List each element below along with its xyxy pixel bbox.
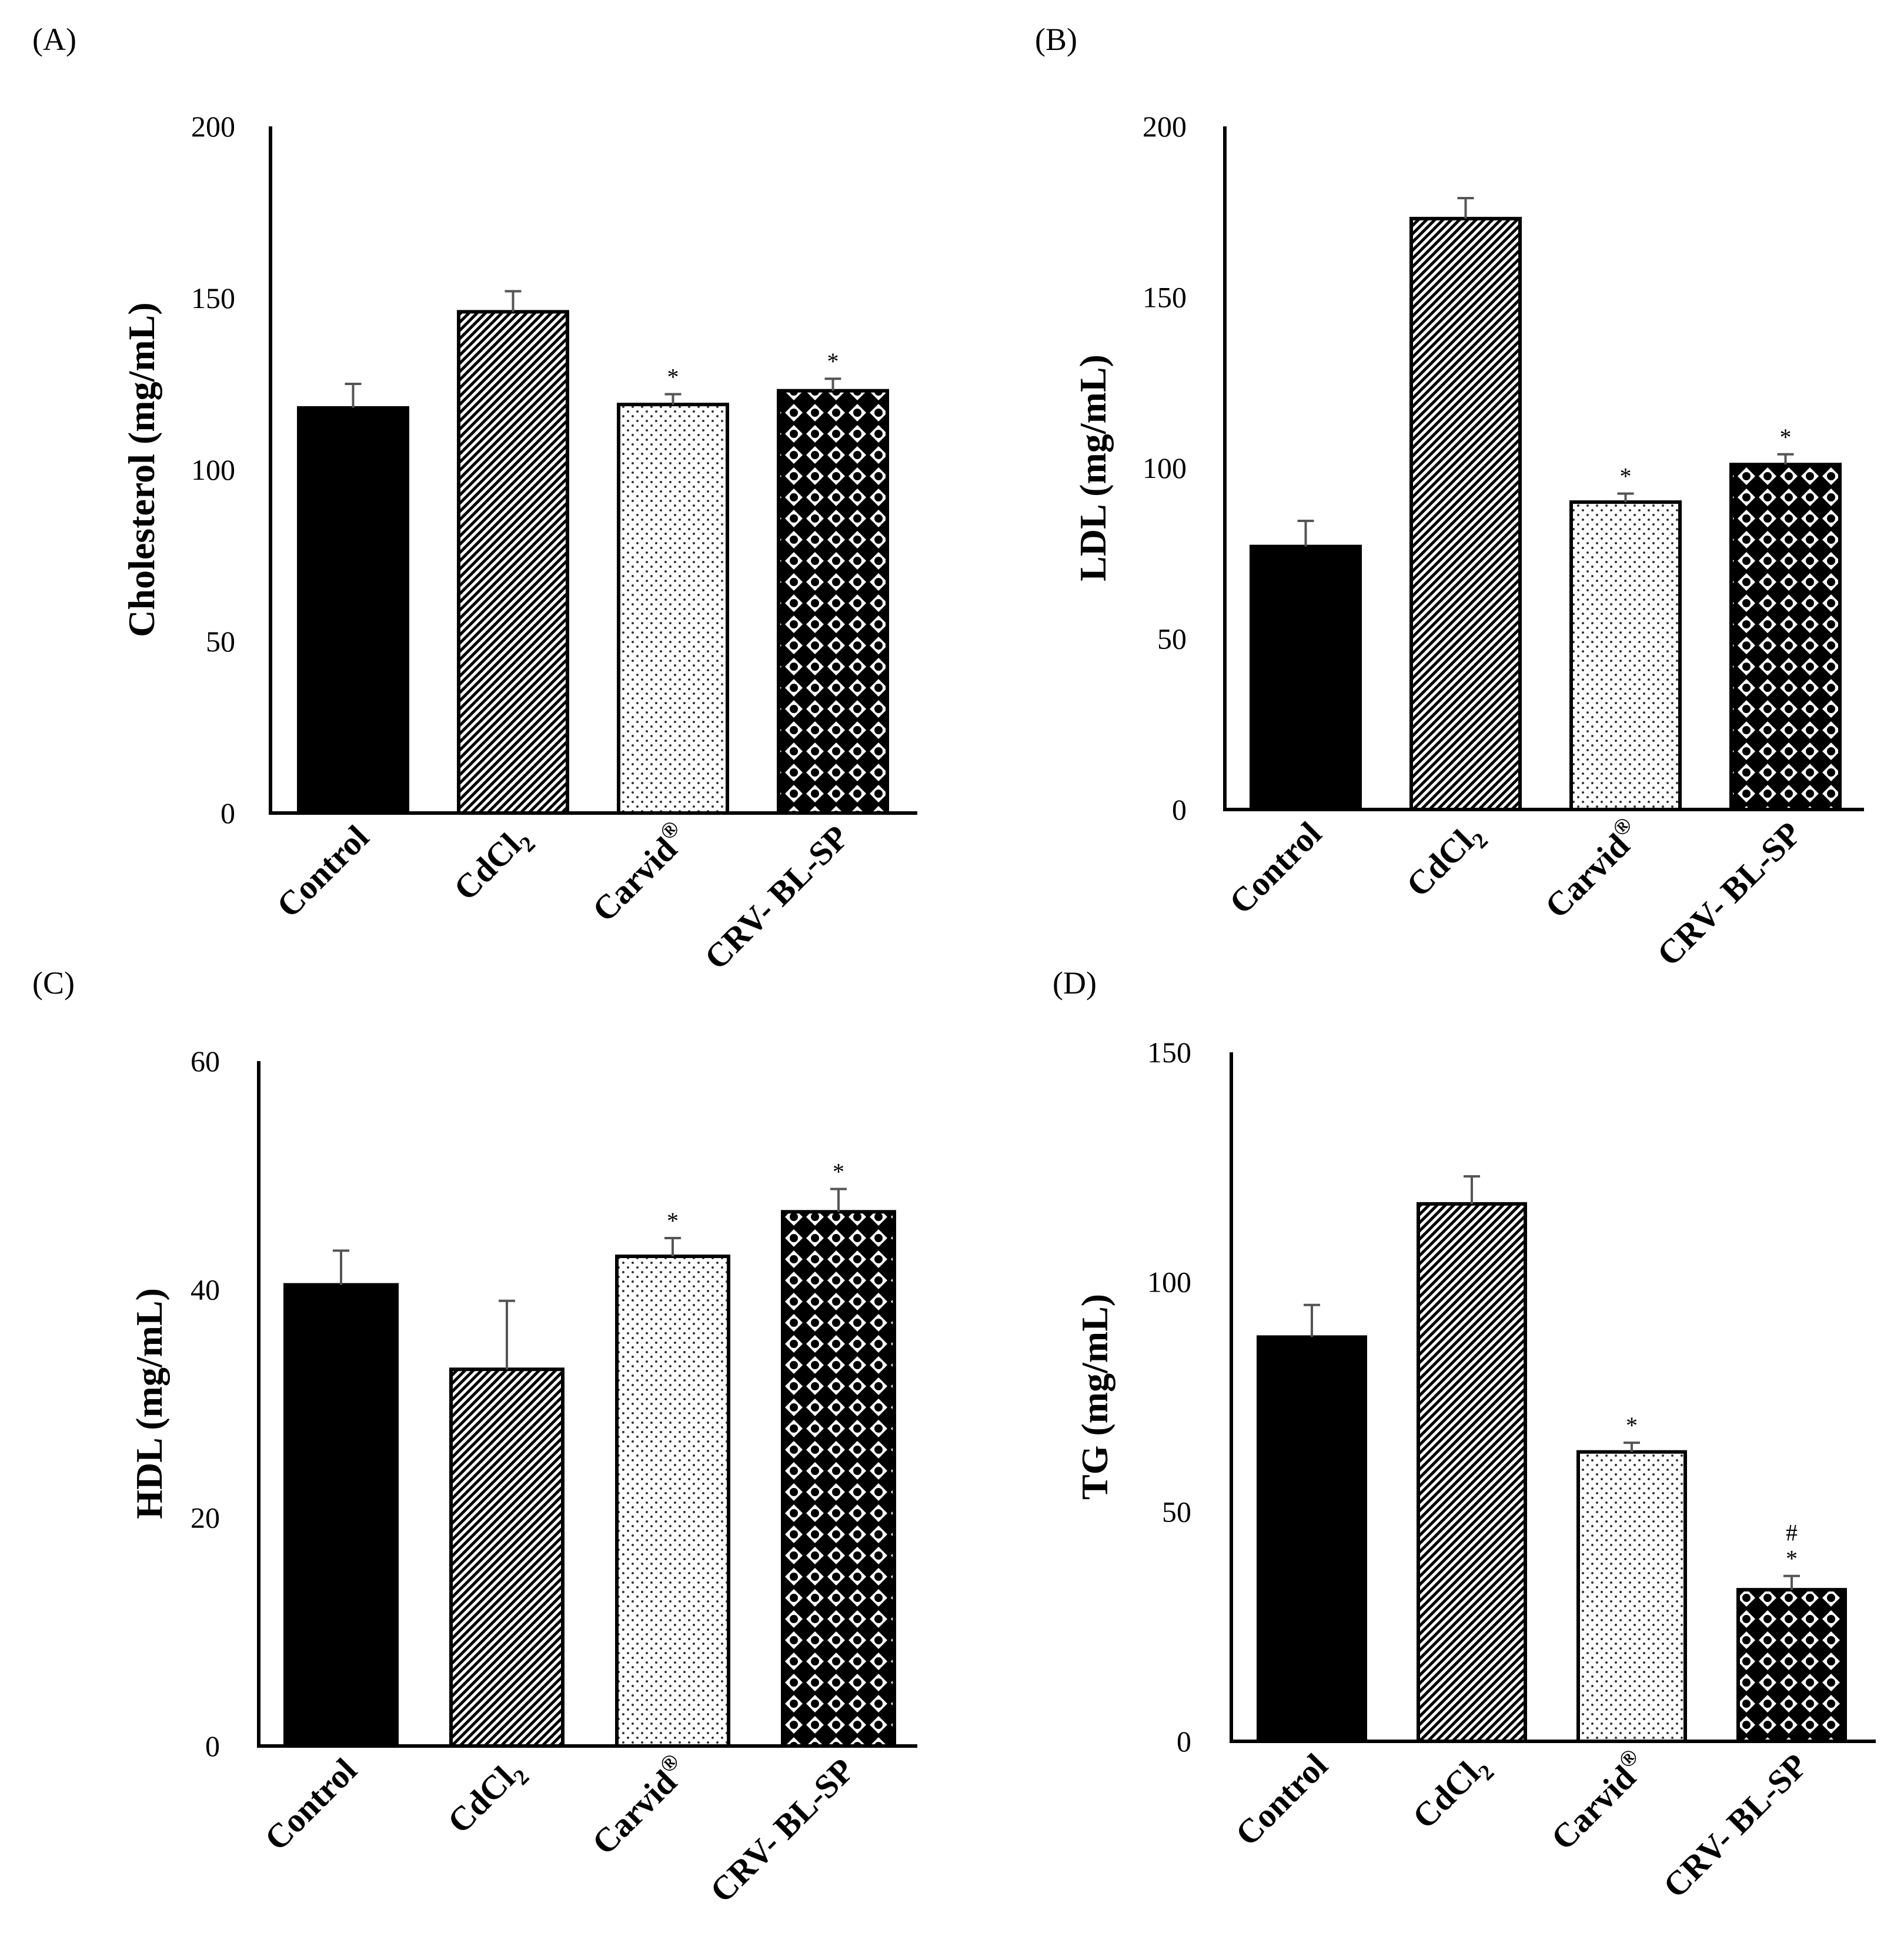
x-tick-label: CdCl2: [1405, 1746, 1499, 1840]
bar: [1250, 544, 1362, 811]
significance-mark: *: [1786, 1546, 1798, 1572]
bar: [283, 1283, 399, 1748]
bar: [615, 1255, 730, 1748]
bar: [1257, 1335, 1367, 1744]
bar: [1576, 1450, 1687, 1743]
panel-label: (D): [1053, 965, 1097, 1001]
x-tick-label: Control: [1228, 1746, 1335, 1853]
y-axis-title: HDL (mg/mL): [128, 1288, 170, 1519]
x-tick-label: CRV- BL-SP: [1649, 814, 1808, 973]
x-tick-label: Carvid®: [583, 1749, 696, 1862]
bar: [449, 1367, 564, 1748]
significance-mark: *: [827, 348, 839, 374]
y-axis-title: Cholesterol (mg/mL): [121, 302, 162, 637]
bar: [617, 403, 729, 815]
y-tick-label: 200: [1143, 110, 1187, 143]
y-tick-label: 150: [1143, 281, 1187, 314]
x-tick-label: CRV- BL-SP: [1656, 1746, 1815, 1905]
y-tick-label: 150: [1147, 1036, 1191, 1069]
significance-mark: *: [667, 1208, 679, 1234]
x-tick-label: Carvid®: [1535, 812, 1649, 926]
significance-mark: *: [1620, 463, 1632, 490]
y-tick-label: 200: [191, 110, 235, 143]
chart-panel-3: (C) HDL (mg/mL) 0 20 40 60 Control CdCl2 * Carvid…: [32, 965, 917, 1910]
x-tick-label: CRV- BL-SP: [697, 818, 856, 976]
significance-mark: *: [833, 1158, 844, 1185]
bar: [457, 310, 569, 815]
y-tick-label: 50: [206, 625, 235, 658]
chart-panel-4: (D) TG (mg/mL) 0 50 100 150 Control CdCl2 * Carvi…: [1053, 965, 1876, 1905]
chart-panel-2: (B) LDL (mg/mL) 0 50 100 150 200 Control CdCl2 * C…: [1035, 22, 1864, 974]
bar: [1729, 463, 1842, 811]
y-tick-label: 100: [191, 453, 235, 486]
panel-label: (A): [32, 22, 76, 57]
y-tick-label: 20: [191, 1501, 220, 1534]
panel-label: (C): [32, 965, 75, 1001]
y-tick-label: 50: [1157, 623, 1187, 655]
bar: [1417, 1202, 1527, 1743]
x-tick-label: Control: [269, 818, 376, 925]
significance-mark: *: [1780, 424, 1792, 450]
y-tick-label: 50: [1162, 1495, 1191, 1528]
y-tick-label: 0: [205, 1730, 220, 1762]
y-tick-label: 0: [1177, 1725, 1191, 1758]
chart-panel-1: (A) Cholesterol (mg/mL) 0 50 100 150 200 Contro…: [32, 22, 917, 977]
significance-mark: *: [1626, 1412, 1638, 1439]
bar: [1409, 216, 1522, 811]
significance-mark: #: [1786, 1520, 1798, 1546]
y-tick-label: 60: [191, 1045, 220, 1078]
panel-label: (B): [1035, 22, 1077, 57]
x-tick-label: Carvid®: [583, 816, 696, 929]
bar: [777, 389, 889, 815]
y-axis-title: LDL (mg/mL): [1072, 354, 1114, 581]
x-tick-label: CRV- BL-SP: [703, 1751, 861, 1909]
bar: [1736, 1588, 1847, 1743]
y-tick-label: 100: [1147, 1266, 1191, 1299]
y-tick-label: 40: [191, 1273, 220, 1306]
bar: [1569, 500, 1682, 811]
y-axis-title: TG (mg/mL): [1074, 1294, 1115, 1500]
significance-mark: *: [667, 364, 679, 390]
x-tick-label: Control: [1222, 814, 1329, 921]
x-tick-label: CdCl2: [1399, 814, 1493, 908]
x-tick-label: CdCl2: [440, 1751, 534, 1845]
x-tick-label: Control: [257, 1751, 364, 1858]
x-tick-label: Carvid®: [1542, 1744, 1655, 1858]
x-tick-label: CdCl2: [446, 818, 540, 912]
y-tick-label: 100: [1143, 451, 1187, 484]
y-tick-label: 150: [191, 282, 235, 315]
bar: [297, 406, 409, 815]
y-tick-label: 0: [1172, 793, 1187, 826]
bar: [781, 1210, 896, 1748]
y-tick-label: 0: [221, 797, 235, 830]
